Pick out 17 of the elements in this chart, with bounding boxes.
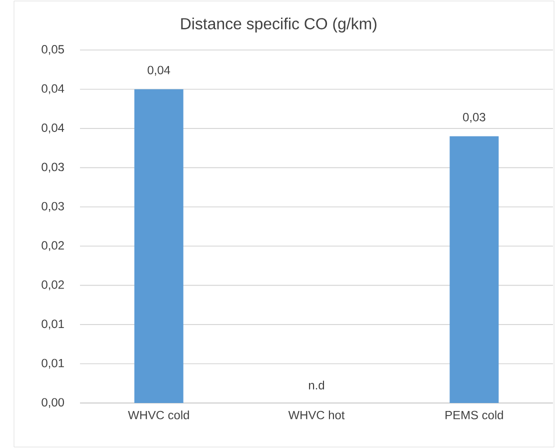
data-label: 0,03 <box>463 112 486 123</box>
chart-title: Distance specific CO (g/km) <box>181 18 376 33</box>
y-tick-label: 0,04 <box>42 124 64 134</box>
y-tick-label: 0,02 <box>42 280 64 290</box>
text: n.d <box>308 380 324 390</box>
y-tick-label: 0,05 <box>42 45 64 55</box>
y-tick-label: 0,02 <box>42 241 64 252</box>
x-tick-label: WHVC hot <box>288 410 345 420</box>
data-label: 0,04 <box>148 66 170 76</box>
x-tick-label: PEMS cold <box>446 410 503 420</box>
y-tick-label: 0,01 <box>42 358 64 369</box>
y-tick-label: 0,03 <box>42 202 64 212</box>
y-tick-label: 0,03 <box>42 162 64 173</box>
x-tick-label: WHVC cold <box>128 410 189 420</box>
y-tick-label: 0,04 <box>42 84 64 94</box>
y-tick-label: 0,01 <box>42 320 64 330</box>
y-tick-label: 0,00 <box>42 398 64 408</box>
